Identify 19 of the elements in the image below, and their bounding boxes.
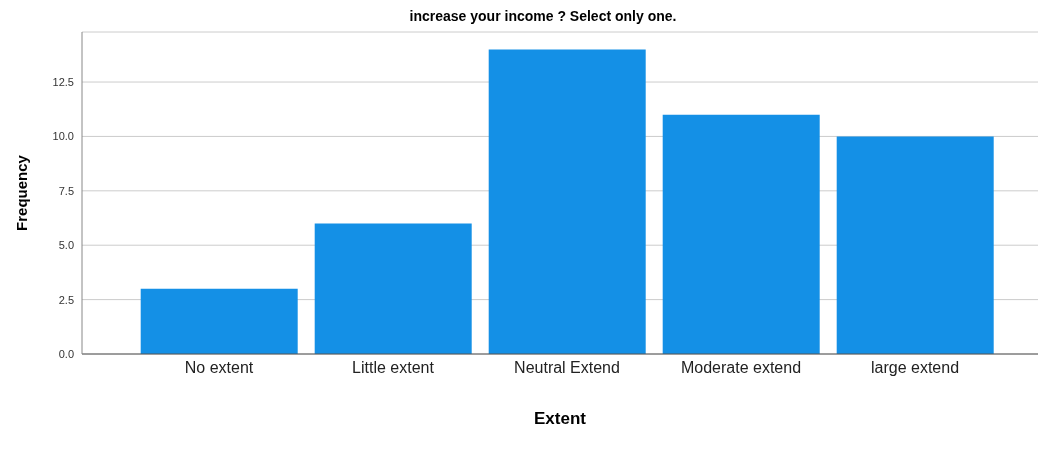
bar <box>836 136 994 354</box>
x-tick-label: Little extent <box>352 359 435 377</box>
bar <box>662 114 820 354</box>
chart-title: increase your income ? Select only one. <box>408 8 678 24</box>
x-axis-title: Extent <box>534 409 587 428</box>
y-tick-label: 2.5 <box>58 293 74 306</box>
y-tick-label: 10.0 <box>52 130 74 143</box>
y-axis-title: Frequency <box>13 154 31 231</box>
bar <box>488 49 646 354</box>
x-tick-label: No extent <box>184 359 254 377</box>
bar <box>140 288 298 354</box>
bar <box>314 223 472 354</box>
x-tick-label: Moderate extend <box>680 359 802 377</box>
y-tick-label: 7.5 <box>58 184 74 197</box>
y-tick-label: 5.0 <box>58 239 74 252</box>
y-tick-label: 0.0 <box>58 347 74 360</box>
x-tick-label: Neutral Extend <box>514 359 620 377</box>
x-tick-label: large extend <box>870 359 960 377</box>
y-tick-label: 12.5 <box>52 75 74 88</box>
